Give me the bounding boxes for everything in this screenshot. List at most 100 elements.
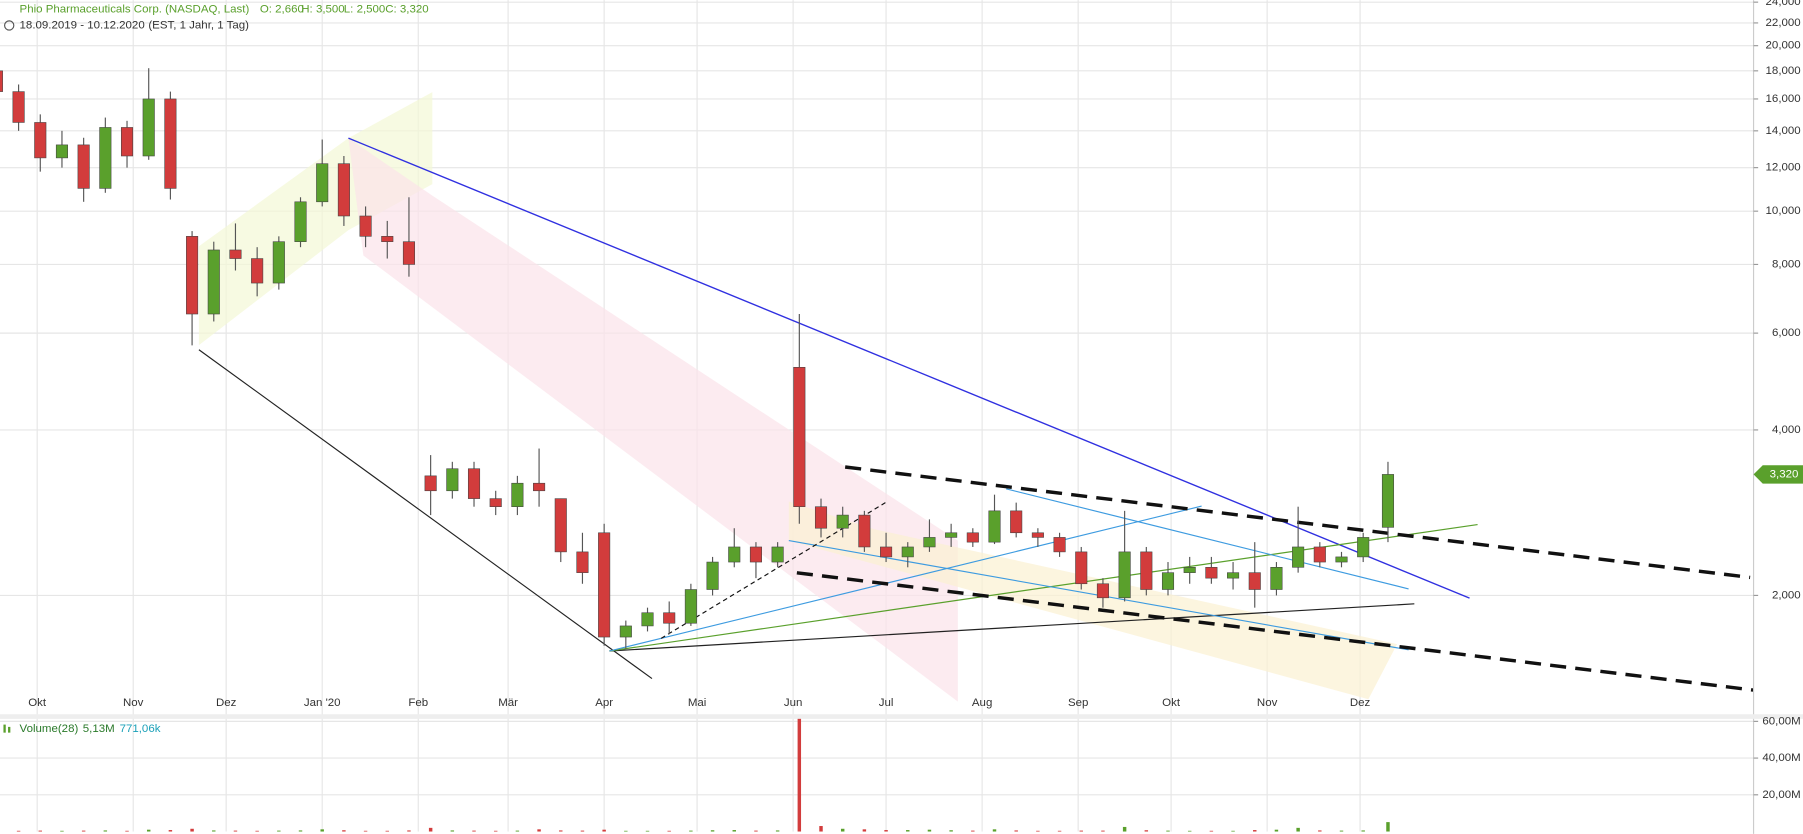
x-tick-label: Okt [1162,697,1181,709]
candle-body [142,98,155,157]
volume-bar [212,830,216,832]
x-tick-label: Aug [972,697,992,709]
candle-body [55,144,68,159]
high-label: H: 3,500 [301,3,344,15]
volume-bar [862,829,867,832]
x-tick-label: Mär [498,697,518,709]
x-tick-label: Jul [879,697,894,709]
panel-separator [0,714,1803,719]
volume-bar [645,830,650,832]
candle-body [771,546,784,563]
volume-bar [255,830,259,832]
volume-bar [1253,830,1257,832]
volume-bar [1231,830,1235,832]
channel [788,501,1398,700]
candle-body [641,612,654,627]
candle-body [1096,583,1109,599]
volume-bar [125,830,129,832]
open-label: O: 2,660 [260,3,304,15]
volume-bar [1014,830,1018,832]
candle-body [1031,532,1044,538]
candle-body [1010,510,1023,534]
candle-body [186,236,199,315]
volume-bar [515,830,520,832]
volume-bar [1166,830,1170,832]
y-tick-label: 16,000 [1766,93,1801,105]
candle-body [1248,572,1261,590]
candle-body [619,625,632,638]
channel [348,138,958,702]
chart-title: Phio Pharmaceuticals Corp. (NASDAQ, Last… [20,3,250,15]
candle-body [511,482,524,507]
volume-bar [1122,826,1127,832]
volume-bar [103,830,108,832]
candle-body [814,506,828,529]
trendline [796,571,1754,692]
x-tick-label: Sep [1068,697,1088,709]
x-tick-label: Dez [1350,697,1371,709]
volume-bar [1361,830,1365,832]
candle-body [446,468,459,492]
trendline [609,603,1415,652]
volume-bar [472,830,476,832]
candle-body [1227,572,1240,579]
volume-bar [277,830,281,832]
volume-bar [602,829,606,832]
candle-body [1053,537,1066,553]
candle-body [988,510,1001,543]
volume-bar [1318,830,1322,832]
period: 18.09.2019 - 10.12.2020 [20,19,145,31]
candle-body [467,468,481,499]
candle-body [901,546,914,558]
volume-bar [168,830,173,832]
volume-bar [1296,827,1300,832]
volume-bar [884,830,888,832]
trendline [1005,488,1409,590]
candle-body [229,249,242,259]
candle-body [1205,567,1218,579]
candle-body [1270,567,1283,590]
candle-body [793,367,806,507]
candle-body [120,127,134,157]
volume-bar [493,830,498,832]
x-tick-label: Okt [28,697,47,709]
volume-bar [81,830,86,832]
x-tick-label: Jun [784,697,803,709]
candle-body [836,514,849,529]
candle-body [923,537,936,548]
candle-body [0,70,3,92]
candle-body [1357,537,1370,558]
candle-body [706,561,719,590]
y-tick-label: 2,000 [1772,589,1801,601]
y-tick-label: 20,000 [1766,40,1801,52]
volume-bar [1274,829,1279,832]
candle-body [554,498,567,553]
candle-body [77,144,90,189]
candle-body [1183,567,1196,573]
x-tick-label: Nov [1257,697,1278,709]
trendline [198,349,653,680]
candle-body [880,546,893,558]
volume-bar [754,830,758,832]
candle-body [34,122,47,159]
volume-bar [689,830,693,832]
volume-bar [190,828,194,832]
candle-body [99,127,112,189]
volume-average: 771,06k [120,723,161,735]
volume-bar [1187,830,1192,832]
candle-body [424,475,437,492]
volume-bar [1036,830,1040,832]
candle-body [316,163,329,203]
trendline [609,523,1478,652]
candle-body [1313,546,1326,563]
volume-icon [3,724,6,733]
volume-bar [797,717,802,832]
volume-bar [710,830,715,832]
y-tick-label: 12,000 [1766,162,1801,174]
y-tick-label: 8,000 [1772,258,1801,270]
candle-body [381,236,394,242]
volume-bar [927,829,932,832]
candle-body [489,498,502,507]
x-tick-label: Jan '20 [304,697,341,709]
